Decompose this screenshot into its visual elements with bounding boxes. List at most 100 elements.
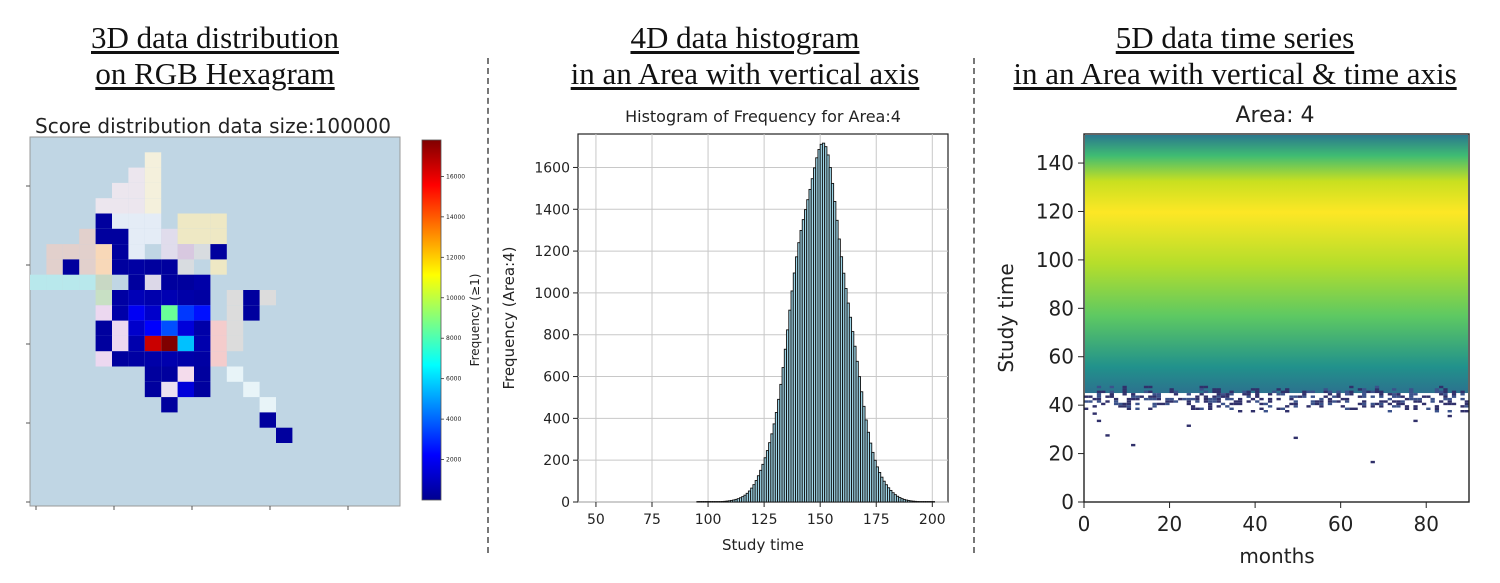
right-title-line-2: in an Area with vertical & time axis bbox=[1013, 56, 1457, 91]
timeseries-cell bbox=[1186, 400, 1191, 403]
hexagram-count-cell bbox=[177, 274, 194, 290]
timeseries-cell bbox=[1447, 397, 1452, 401]
timeseries-cell bbox=[1447, 410, 1452, 413]
timeseries-cell bbox=[1156, 397, 1161, 401]
hexagram-cell bbox=[95, 259, 112, 275]
hexagram-count-cell bbox=[62, 259, 80, 275]
timeseries-cell bbox=[1186, 402, 1191, 406]
hexagram-count-cell bbox=[112, 244, 129, 260]
timeseries-cell bbox=[1092, 397, 1097, 401]
timeseries-cell bbox=[1319, 397, 1324, 401]
timeseries-x-ticks: 0 20 40 60 80 bbox=[1078, 502, 1439, 536]
timeseries-cell bbox=[1199, 385, 1204, 389]
hexagram-cell bbox=[177, 213, 194, 229]
timeseries-x-label: months bbox=[1239, 544, 1314, 568]
timeseries-cell bbox=[1310, 390, 1315, 394]
hexagram-count-cell bbox=[161, 259, 178, 275]
colorbar bbox=[421, 139, 442, 501]
timeseries-cell bbox=[1285, 390, 1290, 394]
timeseries-cell bbox=[1370, 460, 1375, 464]
histogram-title: Histogram of Frequency for Area:4 bbox=[625, 107, 901, 126]
timeseries-cell bbox=[1203, 385, 1209, 389]
timeseries-cell bbox=[1392, 388, 1397, 391]
hexagram-count-cell bbox=[161, 397, 178, 413]
hexagram-axis-ticks bbox=[26, 185, 349, 510]
timeseries-cell bbox=[1238, 400, 1243, 403]
timeseries-cell bbox=[1122, 385, 1127, 389]
timeseries-cell bbox=[1276, 388, 1281, 391]
timeseries-cell bbox=[1186, 397, 1191, 401]
timeseries-cell bbox=[1447, 414, 1452, 418]
hexagram-cell bbox=[144, 182, 162, 199]
timeseries-cell bbox=[1212, 390, 1217, 394]
hexagram-count-cell bbox=[161, 335, 178, 352]
hexagram-cell bbox=[95, 290, 112, 306]
timeseries-cell bbox=[1173, 390, 1179, 394]
hexagram-cell bbox=[259, 290, 276, 306]
timeseries-cell bbox=[1464, 405, 1469, 408]
timeseries-cell bbox=[1126, 400, 1132, 403]
timeseries-cell bbox=[1101, 402, 1106, 406]
hexagram-count-cell bbox=[259, 412, 276, 428]
hexagram-cell bbox=[177, 244, 194, 260]
timeseries-cell bbox=[1396, 393, 1401, 396]
hexagram-heatmap: Score distribution data size:100000 2000… bbox=[26, 114, 482, 510]
timeseries-cell bbox=[1362, 388, 1367, 391]
timeseries-cell bbox=[1084, 400, 1089, 403]
timeseries-cell bbox=[1327, 400, 1333, 403]
timeseries-cell bbox=[1148, 397, 1153, 401]
hexagram-count-cell bbox=[112, 228, 129, 245]
timeseries-cell bbox=[1392, 395, 1397, 398]
hexagram-cell bbox=[243, 381, 260, 398]
hexagram-cell bbox=[161, 244, 178, 260]
hexagram-cell bbox=[226, 335, 244, 352]
hexagram-count-cell bbox=[177, 290, 194, 306]
timeseries-cell bbox=[1131, 397, 1136, 401]
hexagram-count-cell bbox=[95, 228, 112, 245]
hexagram-cell bbox=[177, 366, 194, 382]
hexagram-count-cell bbox=[194, 381, 211, 398]
left-title-line-1: 3D data distribution bbox=[91, 20, 339, 55]
timeseries-cell bbox=[1349, 407, 1354, 410]
colorbar-tick-label: 8000 bbox=[446, 335, 461, 342]
timeseries-cell bbox=[1323, 390, 1328, 394]
histogram-x-tick-label: 125 bbox=[751, 512, 778, 528]
timeseries-cell bbox=[1092, 412, 1097, 415]
hexagram-cell bbox=[95, 198, 112, 214]
hexagram-cell bbox=[144, 213, 162, 229]
timeseries-cell bbox=[1105, 395, 1110, 398]
hexagram-count-cell bbox=[112, 305, 129, 321]
timeseries-cell bbox=[1190, 397, 1196, 401]
hexagram-count-cell bbox=[128, 320, 145, 336]
hexagram-count-cell bbox=[177, 320, 194, 336]
histogram-y-tick-label: 0 bbox=[561, 495, 570, 511]
timeseries-cell bbox=[1212, 395, 1217, 398]
timeseries-cell bbox=[1383, 400, 1388, 403]
colorbar-tick-label: 6000 bbox=[446, 376, 461, 383]
timeseries-cell bbox=[1178, 397, 1183, 401]
timeseries-cell bbox=[1135, 402, 1140, 406]
timeseries-cell bbox=[1280, 407, 1286, 410]
timeseries-cell bbox=[1143, 385, 1149, 389]
timeseries-cell bbox=[1208, 397, 1213, 401]
histogram-y-tick-label: 1400 bbox=[534, 202, 570, 218]
hexagram-count-cell bbox=[177, 381, 194, 398]
timeseries-cell bbox=[1323, 388, 1328, 391]
timeseries-cell bbox=[1362, 390, 1367, 394]
timeseries-cell bbox=[1353, 407, 1358, 410]
timeseries-cell bbox=[1152, 405, 1157, 408]
hexagram-count-cell bbox=[144, 351, 162, 367]
timeseries-cell bbox=[1327, 397, 1333, 401]
timeseries-cell bbox=[1413, 397, 1418, 401]
timeseries-cell bbox=[1238, 410, 1243, 413]
timeseries-cell bbox=[1216, 397, 1221, 401]
hexagram-count-cell bbox=[161, 305, 178, 321]
hexagram-cell bbox=[95, 305, 112, 321]
timeseries-cell bbox=[1216, 388, 1221, 391]
timeseries-cell bbox=[1421, 395, 1427, 398]
timeseries-cell bbox=[1362, 395, 1367, 398]
histogram-y-tick-label: 400 bbox=[543, 411, 570, 427]
hexagram-cell bbox=[95, 351, 112, 367]
histogram-y-ticks: 0 200 400 600 800 1000 1200 1400 1600 bbox=[534, 160, 578, 511]
timeseries-cell bbox=[1113, 400, 1119, 403]
